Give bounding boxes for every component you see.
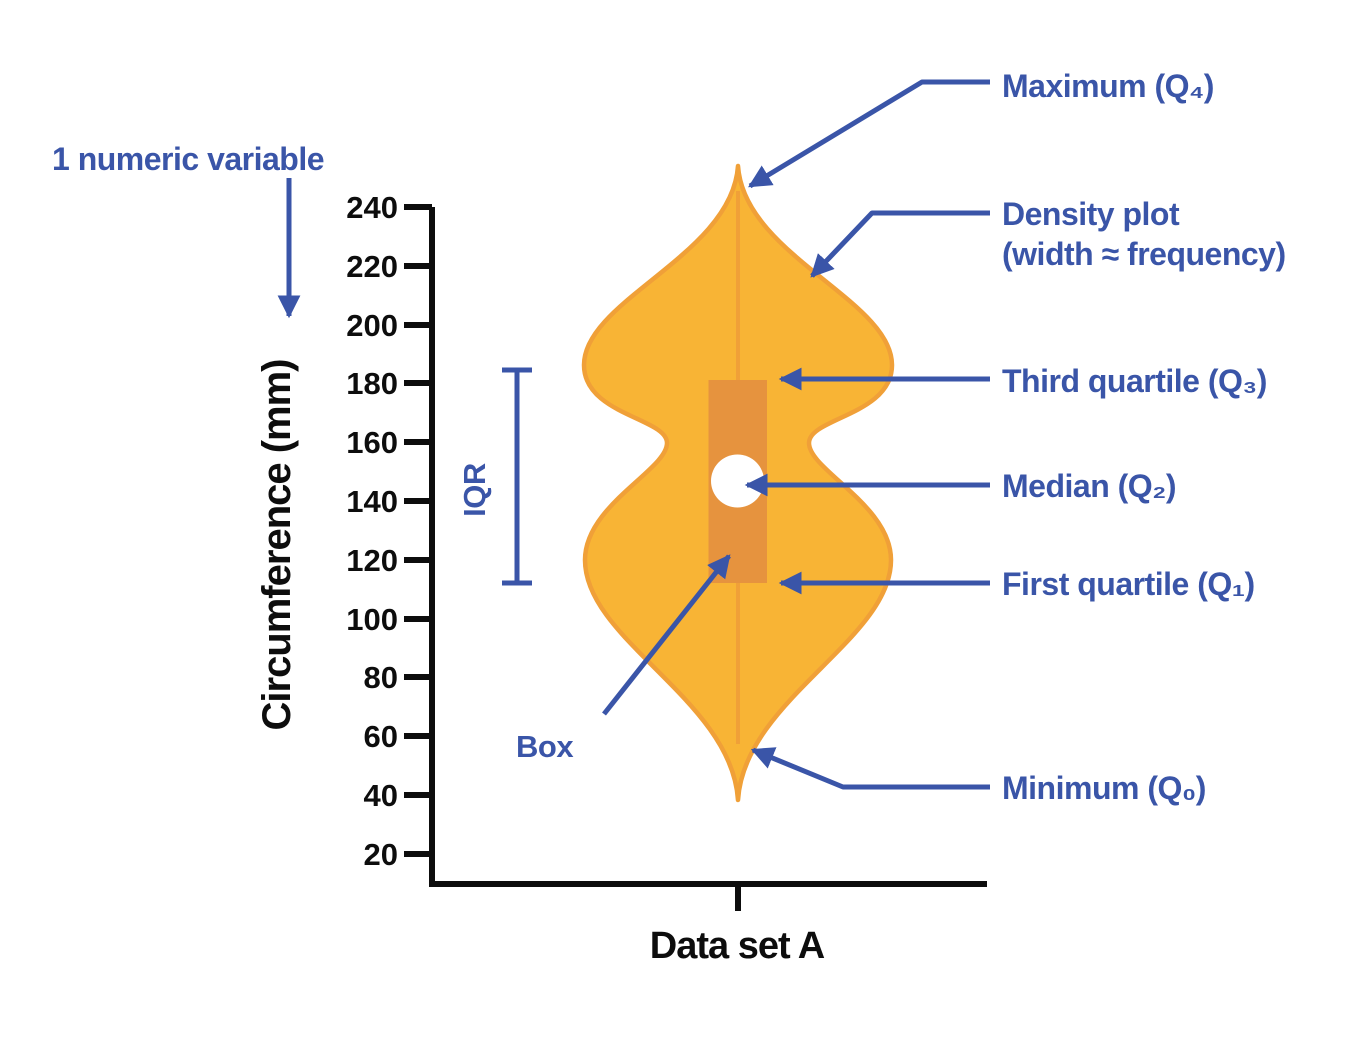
label-median: Median (Q₂)	[1002, 468, 1176, 504]
y-tick-label: 20	[364, 837, 398, 872]
y-tick-label: 160	[346, 425, 398, 460]
y-tick-label: 140	[346, 484, 398, 519]
x-axis-category-label: Data set A	[650, 925, 825, 967]
label-third-quartile: Third quartile (Q₃)	[1002, 363, 1267, 399]
label-box: Box	[516, 729, 574, 764]
y-tick-label: 100	[346, 602, 398, 637]
median-dot	[711, 454, 764, 508]
y-tick-label: 40	[364, 778, 398, 813]
callout-arrows	[277, 79, 990, 790]
y-tick-label: 60	[364, 719, 398, 754]
y-tick-label: 80	[364, 660, 398, 695]
leader-density-plot	[810, 210, 990, 278]
leader-minimum	[750, 747, 990, 790]
y-axis-title: Circumference (mm)	[255, 359, 299, 730]
y-tick-label: 180	[346, 366, 398, 401]
y-tick-label: 240	[346, 190, 398, 225]
iqr-bracket	[502, 367, 532, 586]
label-density-plot-line2: (width ≈ frequency)	[1002, 236, 1286, 272]
label-first-quartile: First quartile (Q₁)	[1002, 566, 1255, 602]
y-tick-label: 200	[346, 308, 398, 343]
label-density-plot-line1: Density plot	[1002, 196, 1180, 232]
label-iqr: IQR	[457, 463, 492, 517]
axes-group: 240 220 200 180 160 140 120 100 80 60 40…	[255, 190, 987, 967]
arrow-box	[602, 554, 731, 716]
label-numeric-variable: 1 numeric variable	[52, 141, 324, 177]
label-minimum: Minimum (Q₀)	[1002, 770, 1206, 806]
y-ticks	[404, 204, 432, 857]
y-tick-label: 120	[346, 543, 398, 578]
y-tick-labels: 240 220 200 180 160 140 120 100 80 60 40…	[346, 190, 398, 872]
label-maximum: Maximum (Q₄)	[1002, 68, 1214, 104]
leader-maximum	[748, 79, 990, 189]
y-tick-label: 220	[346, 249, 398, 284]
callout-labels: 1 numeric variable Maximum (Q₄) Density …	[52, 68, 1286, 806]
axes-frame	[429, 207, 987, 887]
